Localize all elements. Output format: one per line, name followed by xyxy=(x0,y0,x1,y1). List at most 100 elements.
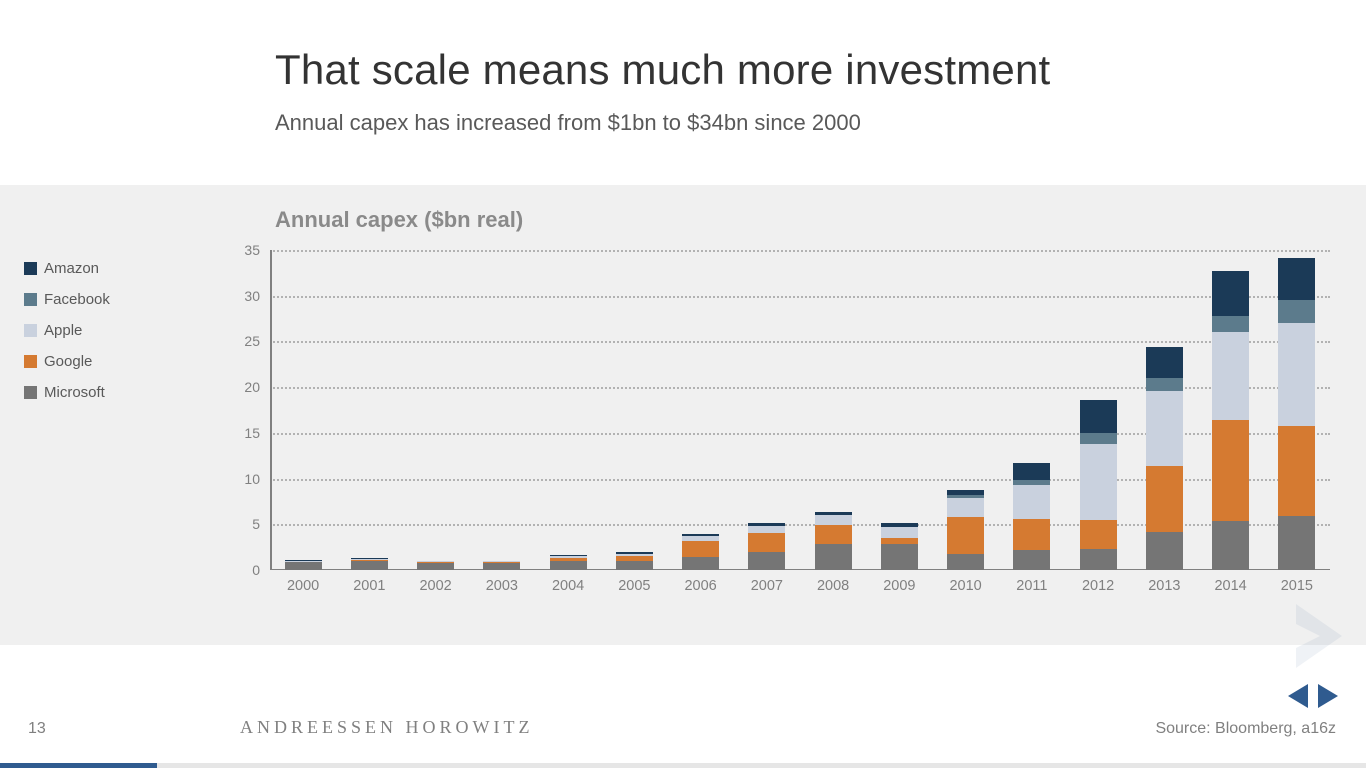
bar-segment xyxy=(748,523,785,526)
x-tick-label: 2013 xyxy=(1148,570,1180,594)
bar xyxy=(550,555,587,570)
bar-segment xyxy=(748,552,785,570)
bar xyxy=(1278,258,1315,570)
bar-segment xyxy=(815,512,852,516)
bar-segment xyxy=(1013,519,1050,550)
bar-segment xyxy=(881,538,918,544)
chart-panel: Annual capex ($bn real) Amazon Facebook Ap… xyxy=(0,185,1366,645)
legend-label: Microsoft xyxy=(44,384,105,401)
bar-segment xyxy=(1146,532,1183,570)
bar-segment xyxy=(947,554,984,570)
bar xyxy=(483,561,520,570)
legend-item: Amazon xyxy=(24,260,110,277)
y-tick-label: 10 xyxy=(244,471,270,487)
legend-swatch xyxy=(24,262,37,275)
progress-fill xyxy=(0,763,157,768)
bar xyxy=(1080,400,1117,570)
chart-title: Annual capex ($bn real) xyxy=(275,207,523,233)
x-tick-label: 2012 xyxy=(1082,570,1114,594)
bar-segment xyxy=(1146,347,1183,378)
bar-segment xyxy=(1278,516,1315,570)
bar-segment xyxy=(616,554,653,557)
legend-swatch xyxy=(24,324,37,337)
x-tick-label: 2000 xyxy=(287,570,319,594)
bar-segment xyxy=(616,552,653,554)
bar-segment xyxy=(1278,323,1315,425)
y-tick-label: 30 xyxy=(244,288,270,304)
x-tick-label: 2005 xyxy=(618,570,650,594)
bar-segment xyxy=(417,563,454,570)
legend-label: Amazon xyxy=(44,260,99,277)
bar xyxy=(616,552,653,570)
x-tick-label: 2007 xyxy=(751,570,783,594)
bar xyxy=(947,490,984,570)
bar-segment xyxy=(682,536,719,541)
bar-segment xyxy=(947,498,984,517)
slide-title: That scale means much more investment xyxy=(275,46,1366,94)
y-tick-label: 15 xyxy=(244,425,270,441)
bar-segment xyxy=(682,534,719,536)
slide: That scale means much more investment An… xyxy=(0,0,1366,768)
bar-segment xyxy=(1212,271,1249,316)
bar-segment xyxy=(1212,332,1249,420)
source-attribution: Source: Bloomberg, a16z xyxy=(1155,720,1336,738)
bar-segment xyxy=(417,562,454,563)
bar-segment xyxy=(550,556,587,558)
bar-segment xyxy=(1146,391,1183,466)
bar-segment xyxy=(682,557,719,570)
bar xyxy=(748,523,785,570)
legend-item: Microsoft xyxy=(24,384,110,401)
plot-inner: 0510152025303520002001200220032004200520… xyxy=(270,250,1330,570)
gridline xyxy=(270,250,1330,252)
bar-segment xyxy=(417,561,454,562)
legend-label: Apple xyxy=(44,322,82,339)
legend-swatch xyxy=(24,386,37,399)
slide-subtitle: Annual capex has increased from $1bn to … xyxy=(275,110,1366,136)
bar-segment xyxy=(550,561,587,570)
bar xyxy=(1212,271,1249,570)
x-tick-label: 2002 xyxy=(419,570,451,594)
bar-segment xyxy=(1080,549,1117,570)
bar-segment xyxy=(1080,400,1117,433)
bar xyxy=(285,560,322,570)
legend-swatch xyxy=(24,293,37,306)
bar-segment xyxy=(285,561,322,562)
bar-segment xyxy=(815,544,852,571)
bar-segment xyxy=(1212,521,1249,570)
x-tick-label: 2003 xyxy=(486,570,518,594)
bar-segment xyxy=(351,559,388,560)
x-tick-label: 2004 xyxy=(552,570,584,594)
x-tick-label: 2014 xyxy=(1214,570,1246,594)
page-number: 13 xyxy=(28,720,46,738)
bar xyxy=(682,534,719,570)
bar xyxy=(1146,347,1183,570)
bar xyxy=(881,523,918,570)
x-tick-label: 2015 xyxy=(1281,570,1313,594)
gridline xyxy=(270,341,1330,343)
legend-label: Facebook xyxy=(44,291,110,308)
y-tick-label: 0 xyxy=(252,562,270,578)
bar-segment xyxy=(1013,480,1050,485)
bar-segment xyxy=(947,517,984,554)
bar-segment xyxy=(550,555,587,556)
x-tick-label: 2001 xyxy=(353,570,385,594)
bar-segment xyxy=(1278,426,1315,517)
legend-item: Apple xyxy=(24,322,110,339)
x-tick-label: 2010 xyxy=(949,570,981,594)
bar-segment xyxy=(881,544,918,570)
legend-item: Google xyxy=(24,353,110,370)
bar-segment xyxy=(1212,316,1249,332)
bar-segment xyxy=(483,562,520,563)
bar-segment xyxy=(1146,378,1183,391)
bar-segment xyxy=(1278,258,1315,300)
bar-segment xyxy=(1080,433,1117,444)
bar xyxy=(1013,463,1050,570)
gridline xyxy=(270,296,1330,298)
plot-area: 0510152025303520002001200220032004200520… xyxy=(230,250,1340,610)
x-tick-label: 2008 xyxy=(817,570,849,594)
bar-segment xyxy=(815,515,852,525)
bar-segment xyxy=(1278,300,1315,323)
y-axis xyxy=(270,250,272,570)
bar-segment xyxy=(351,558,388,559)
bar-segment xyxy=(881,527,918,538)
